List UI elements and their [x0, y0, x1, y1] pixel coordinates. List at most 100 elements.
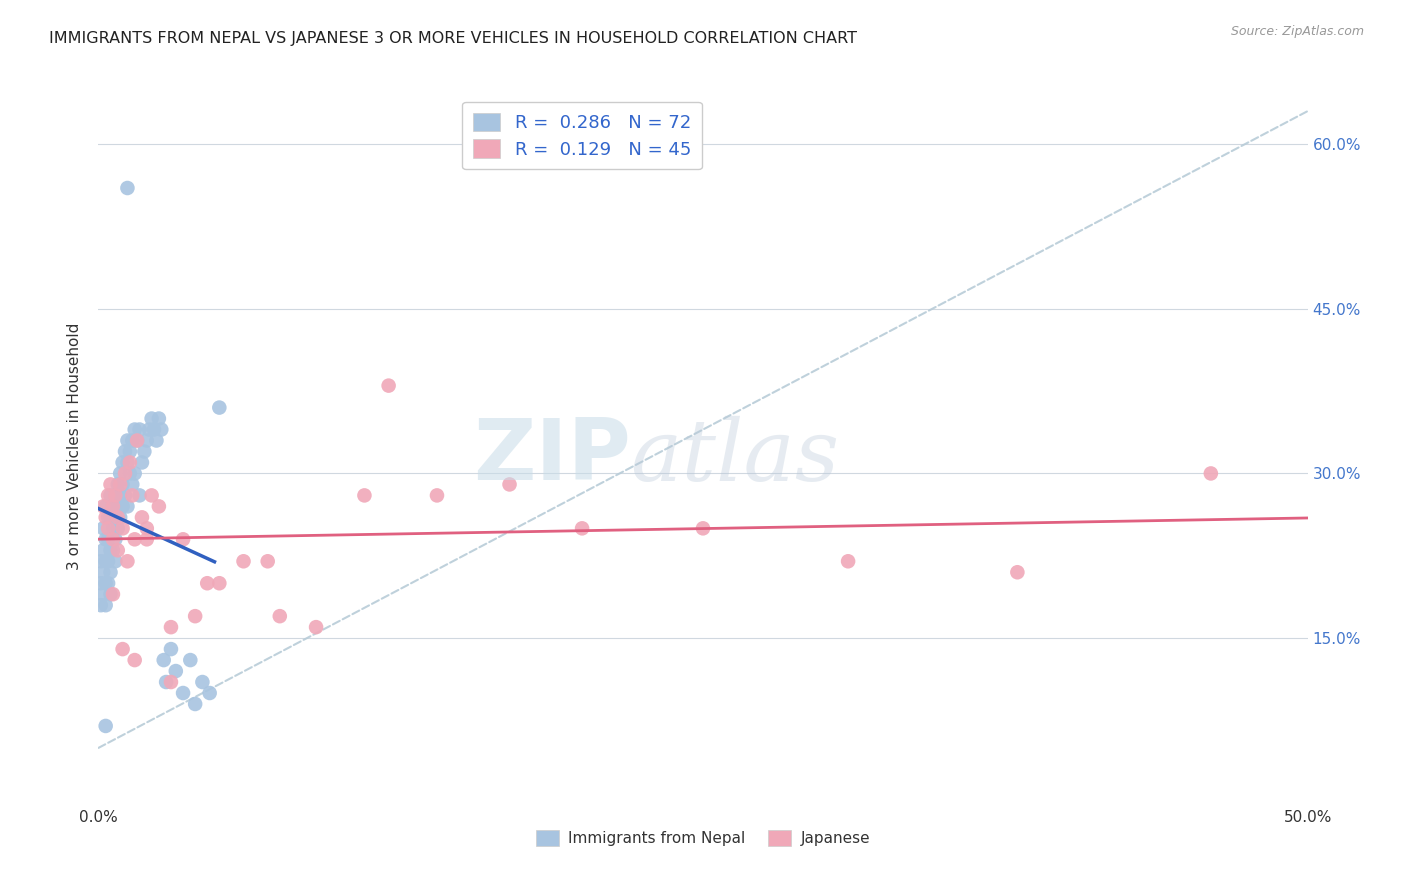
- Point: [148, 500, 170, 514]
- Text: ZIP: ZIP: [472, 415, 630, 499]
- Point: [94, 510, 117, 524]
- Point: [571, 521, 593, 535]
- Point: [114, 444, 136, 458]
- Point: [97, 510, 120, 524]
- Point: [114, 488, 136, 502]
- Point: [155, 675, 177, 690]
- Point: [100, 488, 122, 502]
- Point: [141, 411, 163, 425]
- Point: [91, 566, 114, 580]
- Point: [94, 719, 117, 733]
- Point: [94, 598, 117, 612]
- Text: atlas: atlas: [630, 416, 839, 498]
- Point: [127, 434, 149, 448]
- Text: Source: ZipAtlas.com: Source: ZipAtlas.com: [1230, 25, 1364, 38]
- Point: [104, 554, 127, 568]
- Point: [107, 477, 129, 491]
- Point: [108, 477, 131, 491]
- Point: [94, 533, 117, 547]
- Point: [91, 521, 114, 535]
- Point: [104, 533, 127, 547]
- Point: [97, 554, 120, 568]
- Point: [232, 554, 254, 568]
- Point: [135, 434, 157, 448]
- Point: [117, 455, 139, 469]
- Legend: Immigrants from Nepal, Japanese: Immigrants from Nepal, Japanese: [530, 824, 876, 852]
- Point: [90, 598, 112, 612]
- Point: [184, 697, 207, 711]
- Point: [143, 423, 166, 437]
- Point: [104, 488, 127, 502]
- Point: [127, 434, 149, 448]
- Point: [426, 488, 449, 502]
- Text: IMMIGRANTS FROM NEPAL VS JAPANESE 3 OR MORE VEHICLES IN HOUSEHOLD CORRELATION CH: IMMIGRANTS FROM NEPAL VS JAPANESE 3 OR M…: [49, 31, 858, 46]
- Point: [117, 181, 139, 195]
- Y-axis label: 3 or more Vehicles in Household: 3 or more Vehicles in Household: [67, 322, 83, 570]
- Point: [138, 423, 160, 437]
- Point: [353, 488, 375, 502]
- Point: [131, 455, 153, 469]
- Point: [124, 467, 146, 481]
- Point: [118, 444, 141, 458]
- Point: [191, 675, 214, 690]
- Point: [135, 533, 157, 547]
- Point: [150, 423, 173, 437]
- Point: [498, 477, 520, 491]
- Point: [91, 587, 114, 601]
- Point: [90, 554, 112, 568]
- Point: [97, 576, 120, 591]
- Point: [97, 521, 120, 535]
- Point: [208, 401, 231, 415]
- Point: [100, 566, 122, 580]
- Point: [117, 500, 139, 514]
- Point: [305, 620, 328, 634]
- Point: [91, 543, 114, 558]
- Point: [256, 554, 278, 568]
- Point: [377, 378, 399, 392]
- Point: [145, 434, 167, 448]
- Point: [94, 500, 117, 514]
- Point: [124, 653, 146, 667]
- Point: [198, 686, 221, 700]
- Point: [118, 467, 141, 481]
- Point: [117, 554, 139, 568]
- Point: [107, 500, 129, 514]
- Point: [101, 521, 124, 535]
- Point: [1199, 467, 1222, 481]
- Point: [172, 686, 194, 700]
- Point: [111, 642, 134, 657]
- Point: [160, 620, 183, 634]
- Point: [118, 455, 141, 469]
- Point: [97, 533, 120, 547]
- Point: [121, 434, 143, 448]
- Point: [101, 543, 124, 558]
- Point: [101, 500, 124, 514]
- Point: [121, 477, 143, 491]
- Point: [124, 533, 146, 547]
- Point: [111, 500, 134, 514]
- Point: [179, 653, 201, 667]
- Point: [107, 543, 129, 558]
- Point: [117, 434, 139, 448]
- Point: [94, 576, 117, 591]
- Point: [97, 488, 120, 502]
- Point: [172, 533, 194, 547]
- Point: [184, 609, 207, 624]
- Point: [141, 488, 163, 502]
- Point: [100, 477, 122, 491]
- Point: [100, 510, 122, 524]
- Point: [134, 444, 156, 458]
- Point: [101, 587, 124, 601]
- Point: [90, 576, 112, 591]
- Point: [128, 488, 150, 502]
- Point: [124, 423, 146, 437]
- Point: [108, 488, 131, 502]
- Point: [108, 510, 131, 524]
- Point: [121, 488, 143, 502]
- Point: [160, 642, 183, 657]
- Point: [131, 510, 153, 524]
- Point: [208, 576, 231, 591]
- Point: [100, 543, 122, 558]
- Point: [111, 521, 134, 535]
- Point: [101, 500, 124, 514]
